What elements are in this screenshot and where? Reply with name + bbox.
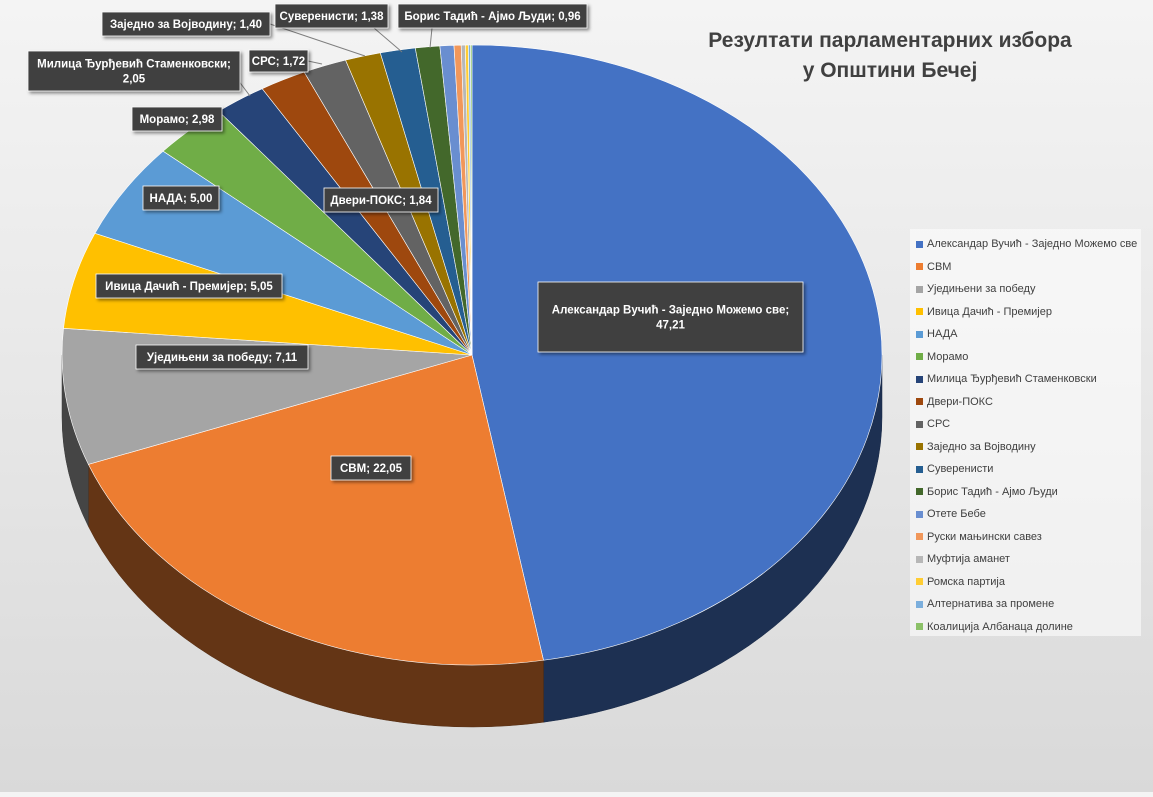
legend-item: СРС — [916, 413, 1141, 436]
data-label-5-line-0: Морамо; 2,98 — [140, 114, 215, 126]
legend-swatch — [916, 398, 923, 406]
pie-slice-17 — [470, 44, 473, 356]
data-label-box-4 — [142, 185, 220, 211]
leader-line-11 — [429, 27, 433, 49]
legend-item: СВМ — [916, 256, 1141, 279]
data-label-11-line-0: Борис Тадић - Ајмо Људи; 0,96 — [404, 11, 580, 23]
legend-swatch — [916, 240, 923, 248]
legend-swatch — [916, 263, 923, 271]
chart-title-line-1: Резултати парламентарних избора — [708, 29, 1072, 52]
legend-label: Ивица Дачић - Премијер — [927, 305, 1052, 318]
pie-slice-1 — [87, 354, 544, 666]
data-label-1-line-0: СВМ; 22,05 — [340, 463, 403, 475]
legend-swatch — [916, 443, 923, 451]
legend-item: Милица Ђурђевић Стаменковски — [916, 368, 1141, 391]
legend-item: Морамо — [916, 346, 1141, 369]
legend-swatch — [916, 555, 923, 563]
legend-item: Заједно за Војводину — [916, 436, 1141, 459]
legend-swatch — [916, 330, 923, 338]
legend-swatch — [916, 285, 923, 293]
legend-swatch — [916, 308, 923, 316]
legend-swatch — [916, 465, 923, 473]
data-label-box-7 — [323, 187, 439, 213]
legend-label: СРС — [927, 418, 951, 431]
data-label-box-6 — [27, 50, 241, 92]
data-label-3-line-0: Ивица Дачић - Премијер; 5,05 — [105, 281, 273, 293]
legend-swatch — [916, 488, 923, 496]
legend-item: Борис Тадић - Ајмо Људи — [916, 481, 1141, 504]
legend-item: Александар Вучић - Заједно Можемо све — [916, 233, 1141, 256]
leader-line-9 — [269, 23, 366, 57]
legend-item: Алтернатива за промене — [916, 593, 1141, 616]
legend-label: Ромска партија — [927, 575, 1005, 588]
legend-item: Коалиција Албанаца долине — [916, 616, 1141, 639]
legend-swatch — [916, 533, 923, 541]
legend-swatch — [916, 375, 923, 383]
legend-item: Ивица Дачић - Премијер — [916, 301, 1141, 324]
chart-title-line-2: у Општини Бечеј — [802, 59, 978, 82]
data-label-2-line-0: Уједињени за победу; 7,11 — [147, 352, 298, 364]
legend-label: СВМ — [927, 260, 952, 273]
legend-label: Суверенисти — [927, 463, 994, 476]
legend-label: Отете Бебе — [927, 508, 986, 521]
legend: Александар Вучић - Заједно Можемо све СВМ… — [910, 229, 1141, 636]
data-label-box-10 — [274, 3, 389, 29]
legend-label: Уједињени за победу — [927, 283, 1036, 296]
legend-item: Двери-ПОКС — [916, 391, 1141, 414]
data-labels: Александар Вучић - Заједно Можемо све; 47… — [27, 3, 804, 481]
legend-swatch — [916, 623, 923, 631]
data-label-0-line-1: 47,21 — [656, 320, 685, 332]
data-label-10-line-0: Суверенисти; 1,38 — [280, 11, 385, 23]
data-label-box-2 — [135, 344, 309, 370]
legend-label: Руски мањински савез — [927, 530, 1042, 543]
data-label-box-0 — [537, 281, 804, 353]
legend-item: Руски мањински савез — [916, 526, 1141, 549]
data-label-box-3 — [95, 273, 283, 299]
legend-label: Алтернатива за промене — [927, 598, 1055, 611]
legend-item: Отете Бебе — [916, 503, 1141, 526]
data-label-8-line-0: СРС; 1,72 — [252, 56, 305, 68]
legend-item: Суверенисти — [916, 458, 1141, 481]
leader-line-10 — [373, 27, 403, 53]
legend-label: Заједно за Војводину — [927, 440, 1036, 453]
data-label-6-line-1: 2,05 — [123, 74, 146, 86]
pie-side-walls — [61, 354, 883, 728]
legend-swatch — [916, 578, 923, 586]
legend-item: Уједињени за победу — [916, 278, 1141, 301]
legend-label: Морамо — [927, 350, 969, 363]
pie-slice-0 — [471, 44, 883, 661]
data-label-0-line-0: Александар Вучић - Заједно Можемо све; — [552, 305, 789, 317]
data-label-6-line-0: Милица Ђурђевић Стаменковски; — [37, 59, 231, 71]
legend-label: Двери-ПОКС — [927, 395, 993, 408]
data-label-box-11 — [397, 3, 588, 29]
data-label-box-1 — [330, 455, 412, 481]
legend-label: Александар Вучић - Заједно Можемо све — [927, 238, 1138, 251]
legend-item: НАДА — [916, 323, 1141, 346]
data-label-box-9 — [101, 11, 271, 37]
legend-label: Борис Тадић - Ајмо Људи — [927, 485, 1058, 498]
data-label-4-line-0: НАДА; 5,00 — [150, 193, 213, 205]
leader-line-8 — [307, 60, 323, 65]
legend-label: НАДА — [927, 328, 958, 341]
legend-swatch — [916, 420, 923, 428]
chart-title: Резултати парламентарних избора у Општин… — [690, 26, 1090, 86]
legend-swatch — [916, 600, 923, 608]
legend-swatch — [916, 353, 923, 361]
legend-label: Муфтија аманет — [927, 553, 1010, 566]
data-label-7-line-0: Двери-ПОКС; 1,84 — [330, 195, 432, 207]
legend-swatch — [916, 510, 923, 518]
legend-item: Муфтија аманет — [916, 548, 1141, 571]
legend-item: Ромска партија — [916, 571, 1141, 594]
data-label-box-5 — [131, 106, 223, 132]
data-label-9-line-0: Заједно за Војводину; 1,40 — [110, 19, 262, 31]
legend-label: Милица Ђурђевић Стаменковски — [927, 373, 1097, 386]
data-label-box-8 — [248, 49, 309, 73]
legend-label: Коалиција Албанаца долине — [927, 620, 1073, 633]
